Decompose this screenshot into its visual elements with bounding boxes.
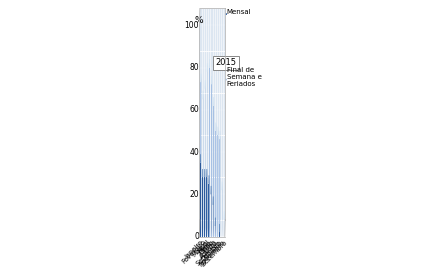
Polygon shape [219,139,220,236]
Text: 80: 80 [190,63,199,72]
Polygon shape [224,211,225,220]
FancyBboxPatch shape [226,13,227,15]
Polygon shape [219,232,220,236]
Polygon shape [206,169,207,177]
Polygon shape [204,80,205,89]
Text: Junho: Junho [198,239,216,257]
Polygon shape [202,177,203,236]
Text: Agosto: Agosto [199,239,220,260]
Polygon shape [217,127,218,135]
Polygon shape [208,184,209,236]
Text: Janeiro: Janeiro [184,239,205,260]
Text: 40: 40 [190,148,199,156]
Polygon shape [204,177,205,236]
Polygon shape [199,220,225,236]
Polygon shape [224,220,225,236]
Polygon shape [202,169,203,177]
Polygon shape [208,175,209,184]
Polygon shape [200,163,201,236]
Polygon shape [217,135,218,236]
Text: Março: Março [191,239,209,258]
Polygon shape [210,186,211,194]
Text: Fevereiro: Fevereiro [181,239,207,265]
Text: 60: 60 [190,105,199,114]
Text: Setembro: Setembro [195,239,222,266]
Text: %: % [194,16,203,25]
Text: Maio: Maio [198,239,213,254]
Text: 0: 0 [194,232,199,241]
Polygon shape [202,91,204,99]
Polygon shape [213,97,214,106]
Polygon shape [219,224,220,232]
Polygon shape [200,154,201,163]
Polygon shape [211,76,212,84]
Polygon shape [209,68,210,236]
Polygon shape [219,131,220,139]
Text: Dezembro: Dezembro [200,239,228,268]
Text: Julho: Julho [202,239,218,255]
Polygon shape [213,106,214,236]
Text: Outubro: Outubro [201,239,224,263]
Text: Novembro: Novembro [197,239,226,268]
Text: 2015: 2015 [216,58,237,67]
Polygon shape [209,59,210,68]
Text: 100: 100 [185,21,199,30]
Text: 20: 20 [190,190,199,199]
Polygon shape [202,99,203,236]
Text: Abril: Abril [196,239,211,254]
Text: Mensal: Mensal [227,9,251,15]
Polygon shape [215,131,216,236]
Polygon shape [215,226,216,236]
FancyBboxPatch shape [226,79,227,81]
Polygon shape [211,84,212,236]
Text: Final de
Semana e
Feriados: Final de Semana e Feriados [227,67,262,87]
Polygon shape [200,9,225,220]
Polygon shape [204,169,205,177]
Polygon shape [210,194,211,236]
Polygon shape [204,89,205,236]
Polygon shape [206,177,207,236]
Polygon shape [215,122,216,131]
Polygon shape [215,218,216,226]
